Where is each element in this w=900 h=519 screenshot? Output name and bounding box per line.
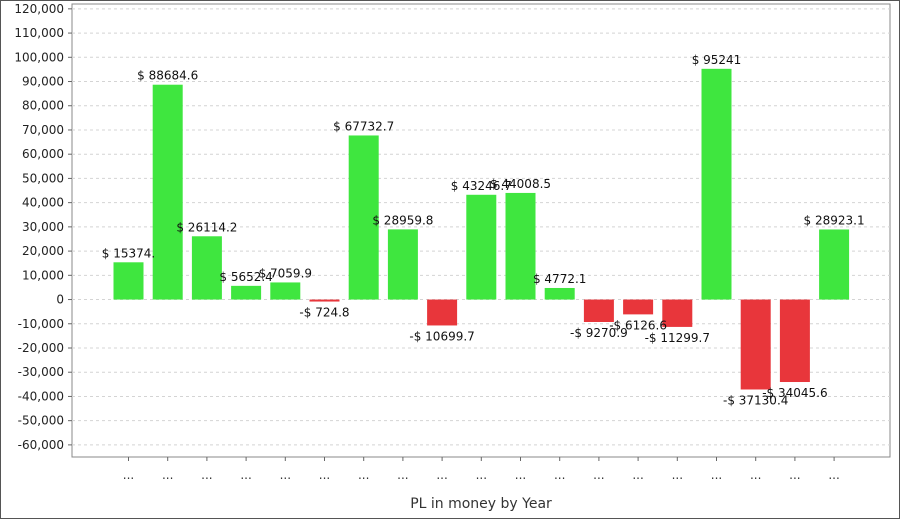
y-tick-label: -30,000 [18,365,64,379]
data-label: $ 26114.2 [176,220,237,234]
data-label: -$ 724.8 [299,306,349,320]
x-tick-label: ... [711,468,722,482]
x-tick-label: ... [240,468,251,482]
y-tick-label: -60,000 [18,438,64,452]
data-label: $ 88684.6 [137,69,198,83]
bar [544,287,575,300]
x-tick-label: ... [515,468,526,482]
data-label: $ 67732.7 [333,119,394,133]
x-tick-label: ... [162,468,173,482]
y-tick-label: -20,000 [18,341,64,355]
y-tick-label: 10,000 [22,268,64,282]
data-label: $ 4772.1 [533,272,586,286]
bar [740,299,771,390]
x-tick-label: ... [201,468,212,482]
data-label: $ 15374. [102,246,155,260]
bar [623,299,654,315]
x-tick-label: ... [593,468,604,482]
y-tick-label: -50,000 [18,414,64,428]
y-tick-label: 50,000 [22,171,64,185]
x-tick-label: ... [358,468,369,482]
y-axis-ticks: 120,000 110,000 100,000 90,000 80,000 70,000 6… [14,2,72,452]
data-label: $ 7059.9 [259,266,312,280]
bar [427,299,458,326]
data-label: $ 28959.8 [372,213,433,227]
data-label: -$ 11299.7 [645,331,710,345]
x-tick-label: ... [436,468,447,482]
x-tick-label: ... [476,468,487,482]
data-label: -$ 10699.7 [409,329,474,343]
x-tick-label: ... [554,468,565,482]
bar [348,135,379,300]
y-tick-label: 30,000 [22,220,64,234]
x-tick-label: ... [672,468,683,482]
bar [231,285,262,300]
y-tick-label: 110,000 [14,26,64,40]
bar [583,299,614,322]
bar [779,299,810,383]
y-tick-label: 60,000 [22,147,64,161]
bars [113,68,850,390]
bar [819,229,850,300]
data-label: -$ 37130.4 [723,393,788,407]
bar [152,84,183,300]
x-axis-ticks: ........................................… [123,457,840,482]
x-tick-label: ... [632,468,643,482]
data-label: $ 44008.5 [490,177,551,191]
bar [113,262,144,300]
y-tick-label: 90,000 [22,75,64,89]
x-tick-label: ... [750,468,761,482]
y-tick-label: 0 [56,293,64,307]
data-label: -$ 34045.6 [762,386,827,400]
x-axis-title: PL in money by Year [410,496,552,512]
data-label: $ 28923.1 [804,213,865,227]
bar [505,192,536,300]
data-label: -$ 6126.6 [609,318,667,332]
bar [466,194,497,300]
y-tick-label: 100,000 [14,50,64,64]
data-label: -$ 9270.9 [570,326,628,340]
x-tick-label: ... [828,468,839,482]
x-tick-label: ... [397,468,408,482]
data-label: $ 5652.4 [219,270,272,284]
y-tick-label: 20,000 [22,244,64,258]
bar [191,236,222,300]
bar [270,282,301,300]
y-tick-label: -10,000 [18,317,64,331]
data-label: $ 95241 [692,53,742,67]
x-tick-label: ... [280,468,291,482]
y-tick-label: 70,000 [22,123,64,137]
y-tick-label: 40,000 [22,196,64,210]
data-label: $ 43246.7 [451,179,512,193]
y-tick-label: 80,000 [22,99,64,113]
x-tick-label: ... [789,468,800,482]
bar [701,68,732,300]
bar [662,299,693,327]
y-tick-label: -40,000 [18,389,64,403]
data-labels: $ 15374. $ 88684.6 $ 26114.2 $ 5652.4$ 7059… [102,53,865,408]
bar [309,299,340,302]
y-tick-label: 120,000 [14,2,64,16]
x-tick-label: ... [319,468,330,482]
x-tick-label: ... [123,468,134,482]
bar [387,229,418,300]
